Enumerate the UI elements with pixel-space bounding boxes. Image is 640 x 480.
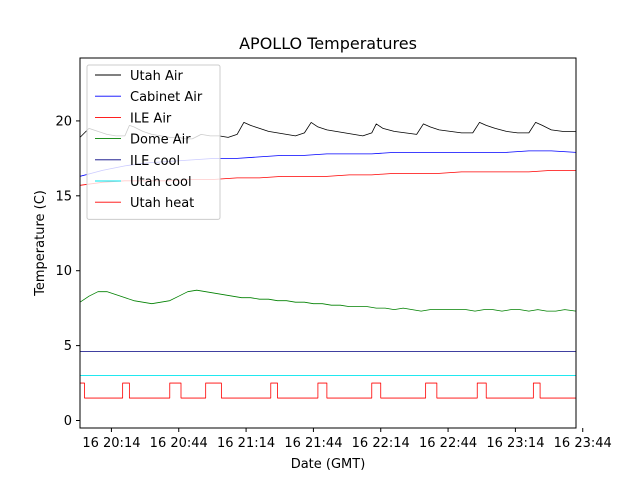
x-tick-label: 16 23:44: [554, 436, 612, 451]
x-tick-label: 16 20:14: [82, 436, 140, 451]
legend: Utah Air Cabinet Air ILE Air Dome Air ILE co…: [86, 64, 221, 220]
plot-frame: [79, 57, 577, 429]
legend-label: Utah heat: [130, 196, 194, 211]
x-tick-label: 16 23:14: [486, 436, 544, 451]
y-axis-label: Temperature (C): [33, 190, 48, 297]
legend-label: ILE cool: [130, 154, 180, 169]
series-line-dome-air: [80, 289, 576, 312]
x-axis-label: Date (GMT): [291, 457, 366, 472]
legend-label: Utah Air: [130, 69, 183, 84]
chart-title: APOLLO Temperatures: [239, 34, 417, 53]
legend-label: ILE Air: [130, 111, 172, 126]
legend-label: Dome Air: [130, 133, 191, 148]
x-tick-label: 16 21:14: [217, 436, 275, 451]
y-tick-label: 20: [55, 114, 72, 129]
y-tick-label: 0: [64, 414, 72, 429]
x-tick-label: 16 22:14: [352, 436, 410, 451]
x-tick-label: 16 22:44: [419, 436, 477, 451]
legend-label: Utah cool: [130, 175, 192, 190]
x-tick-label: 16 21:44: [284, 436, 342, 451]
y-tick-label: 10: [55, 264, 72, 279]
y-tick-label: 15: [55, 189, 72, 204]
legend-label: Cabinet Air: [130, 90, 203, 105]
series-line-utah-heat: [80, 382, 576, 399]
x-tick-label: 16 20:44: [150, 436, 208, 451]
y-tick-label: 5: [64, 339, 72, 354]
